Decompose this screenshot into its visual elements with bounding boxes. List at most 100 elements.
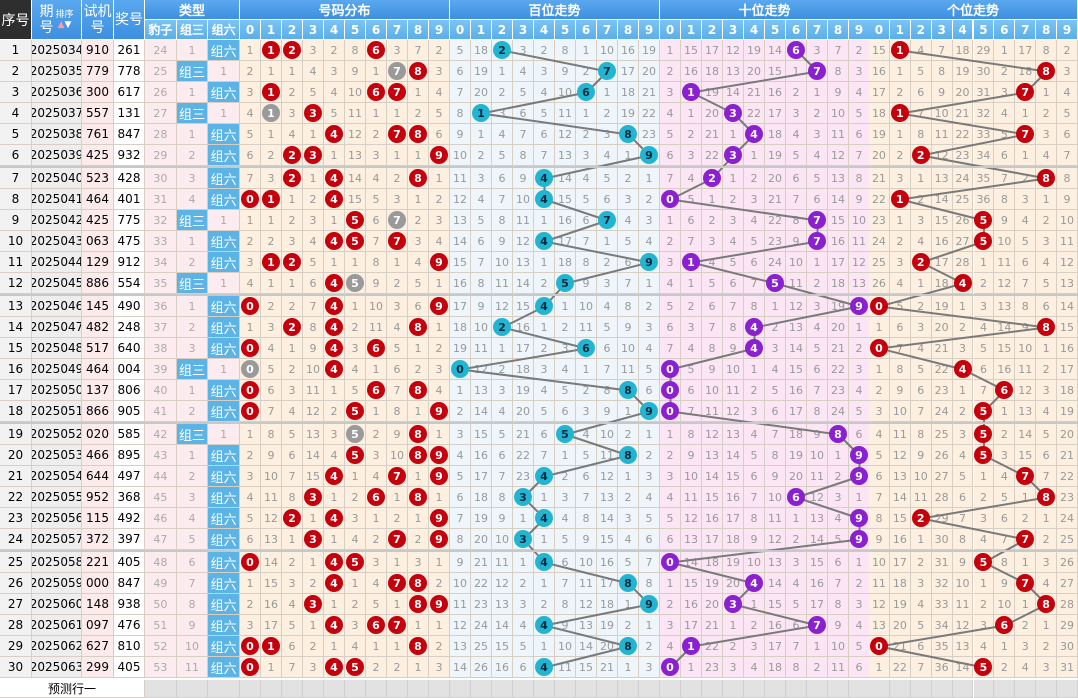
shi-cell: 1 — [681, 636, 702, 657]
bai-cell: 16 — [555, 210, 576, 231]
dist-hit-ball: 5 — [346, 553, 364, 571]
predict-cell-ge[interactable] — [952, 680, 974, 698]
ge-cell: 20 — [1057, 424, 1078, 445]
predict-cell[interactable] — [176, 680, 209, 698]
shi-cell: 1 — [849, 487, 870, 508]
shi-hit-ball: 3 — [724, 595, 742, 613]
dist-cell: 1 — [408, 401, 429, 422]
type-omission: 24 — [145, 40, 177, 61]
bai-hit-ball: 1 — [472, 104, 490, 122]
row-seq: 26 — [0, 573, 32, 594]
bai-cell: 11 — [576, 573, 597, 594]
predict-cell-ge[interactable] — [973, 680, 995, 698]
row-seq: 9 — [0, 210, 32, 231]
shi-cell: 11 — [765, 508, 786, 529]
predict-cell-shi[interactable] — [681, 680, 702, 698]
predict-cell-bai[interactable] — [639, 680, 660, 698]
predict-cell-shi[interactable] — [807, 680, 828, 698]
predict-cell-ge[interactable] — [869, 680, 890, 698]
predict-cell[interactable] — [208, 680, 240, 698]
predict-cell-bai[interactable] — [450, 680, 471, 698]
dist-cell: 4 — [324, 231, 345, 252]
bai-cell: 1 — [513, 552, 534, 573]
predict-cell-shi[interactable] — [786, 680, 807, 698]
shi-cell: 22 — [828, 359, 849, 380]
predict-cell-shi[interactable] — [744, 680, 765, 698]
bai-cell: 4 — [534, 615, 555, 636]
predict-cell-shi[interactable] — [660, 680, 681, 698]
ge-cell: 18 — [1015, 61, 1037, 82]
predict-cell-shi[interactable] — [828, 680, 849, 698]
dist-cell: 1 — [408, 657, 429, 678]
dist-cell: 2 — [240, 61, 261, 82]
dist-cell: 6 — [366, 380, 387, 401]
bai-cell: 18 — [555, 252, 576, 273]
ge-cell: 4 — [994, 103, 1016, 124]
predict-cell-ge[interactable] — [1036, 680, 1058, 698]
predict-cell-bai[interactable] — [471, 680, 492, 698]
dist-cell: 4 — [324, 445, 345, 466]
dist-cell: 2 — [282, 508, 303, 529]
dist-cell: 6 — [366, 487, 387, 508]
dist-cell: 4 — [261, 338, 282, 359]
dist-cell: 1 — [282, 529, 303, 550]
shi-cell: 8 — [744, 508, 765, 529]
ge-cell: 2 — [910, 252, 932, 273]
shi-hit-ball: 7 — [808, 62, 826, 80]
type-active-2: 组六 — [208, 82, 240, 103]
predict-cell-ge[interactable] — [1015, 680, 1037, 698]
predict-cell-ge[interactable] — [1057, 680, 1078, 698]
predict-cell-ge[interactable] — [931, 680, 953, 698]
predict-cell-dist[interactable] — [429, 680, 450, 698]
predict-cell-ge[interactable] — [889, 680, 911, 698]
sort-button[interactable]: 排序 ▲▼ — [55, 10, 73, 30]
predict-cell-dist[interactable] — [387, 680, 408, 698]
row-period: 2025043 — [32, 231, 82, 252]
ge-cell: 3 — [1036, 552, 1058, 573]
predict-cell-bai[interactable] — [555, 680, 576, 698]
ge-cell: 23 — [931, 380, 953, 401]
predict-cell-shi[interactable] — [849, 680, 870, 698]
predict-cell-dist[interactable] — [261, 680, 282, 698]
predict-cell-ge[interactable] — [910, 680, 932, 698]
dist-cell: 2 — [282, 145, 303, 166]
dist-cell: 3 — [303, 657, 324, 678]
predict-cell-shi[interactable] — [702, 680, 723, 698]
header-period[interactable]: 期号排序 ▲▼ — [32, 0, 82, 40]
shi-cell: 8 — [681, 424, 702, 445]
dist-cell: 7 — [387, 210, 408, 231]
shi-cell: 20 — [702, 594, 723, 615]
bai-cell: 9 — [450, 552, 471, 573]
predict-cell-bai[interactable] — [513, 680, 534, 698]
predict-cell-shi[interactable] — [765, 680, 786, 698]
predict-cell-dist[interactable] — [240, 680, 261, 698]
predict-cell-bai[interactable] — [534, 680, 555, 698]
predict-cell-bai[interactable] — [492, 680, 513, 698]
predict-cell-bai[interactable] — [576, 680, 597, 698]
predict-cell[interactable] — [145, 680, 177, 698]
predict-cell-dist[interactable] — [282, 680, 303, 698]
dist-cell: 3 — [366, 552, 387, 573]
predict-cell-bai[interactable] — [597, 680, 618, 698]
predict-cell-dist[interactable] — [303, 680, 324, 698]
dist-cell: 8 — [366, 252, 387, 273]
dist-cell: 5 — [303, 82, 324, 103]
bai-cell: 2 — [618, 615, 639, 636]
predict-cell-ge[interactable] — [994, 680, 1016, 698]
bai-cell: 8 — [597, 380, 618, 401]
predict-cell-bai[interactable] — [618, 680, 639, 698]
type-active-2: 组六 — [208, 145, 240, 166]
ge-cell: 3 — [1036, 231, 1058, 252]
predict-cell-shi[interactable] — [723, 680, 744, 698]
bai-cell: 8 — [618, 124, 639, 145]
predict-cell-dist[interactable] — [324, 680, 345, 698]
bai-cell: 8 — [576, 508, 597, 529]
ge-cell: 3 — [889, 168, 911, 189]
ge-cell: 1 — [994, 636, 1016, 657]
shi-cell: 4 — [744, 657, 765, 678]
predict-cell-dist[interactable] — [366, 680, 387, 698]
dist-cell: 7 — [387, 573, 408, 594]
predict-cell-dist[interactable] — [345, 680, 366, 698]
shi-cell: 7 — [807, 615, 828, 636]
predict-cell-dist[interactable] — [408, 680, 429, 698]
